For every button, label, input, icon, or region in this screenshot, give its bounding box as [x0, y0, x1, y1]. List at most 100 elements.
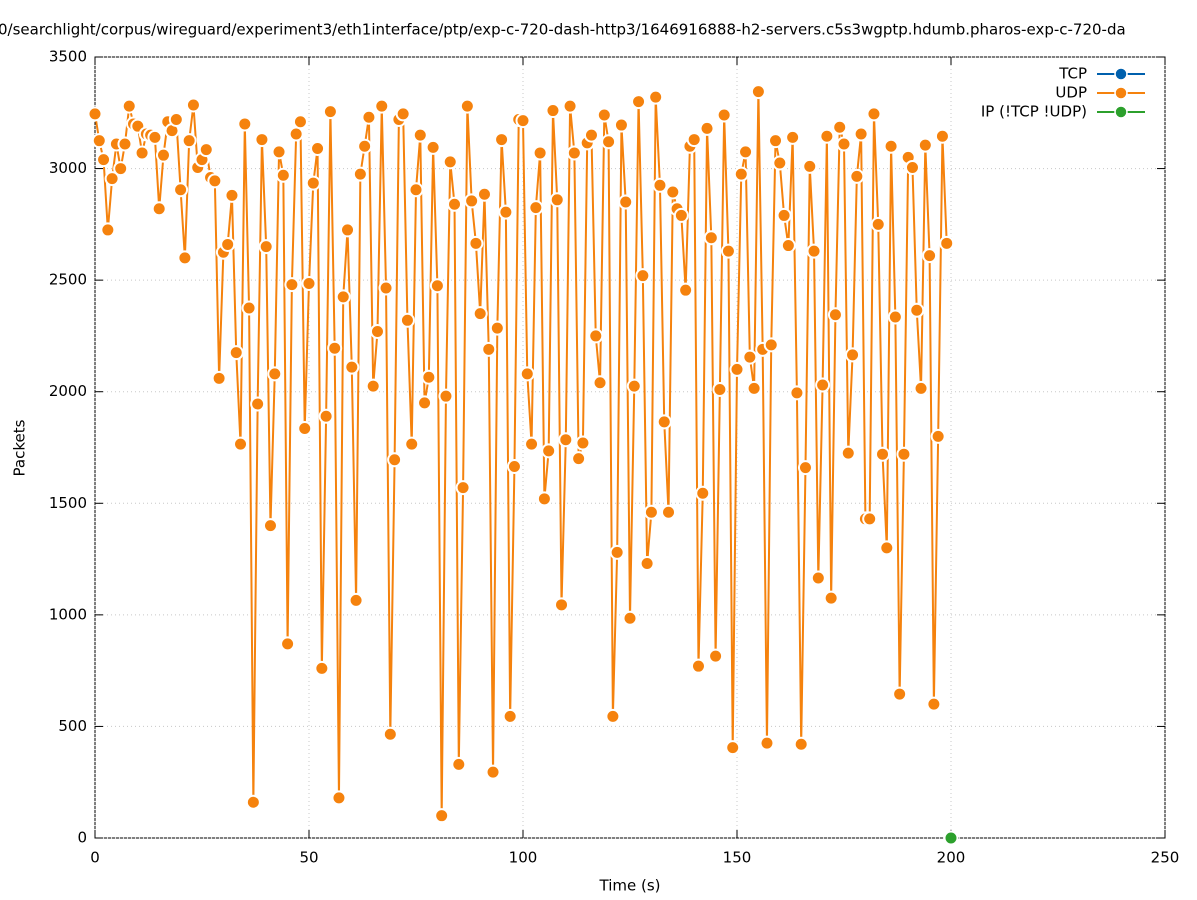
data-point [583, 127, 599, 143]
data-point [254, 132, 270, 148]
data-point [378, 280, 394, 296]
data-point [934, 128, 950, 144]
data-point [699, 120, 715, 136]
data-point [827, 307, 843, 323]
data-point [703, 230, 719, 246]
data-point [917, 137, 933, 153]
data-point [845, 347, 861, 363]
data-point [91, 133, 107, 149]
data-point [258, 239, 274, 255]
data-point [271, 144, 287, 160]
data-point [104, 171, 120, 187]
data-point [233, 436, 249, 452]
data-point [173, 182, 189, 198]
data-point [185, 97, 201, 113]
data-point [262, 518, 278, 534]
data-point [284, 277, 300, 293]
y-tick-label: 1000 [49, 605, 87, 623]
data-point [404, 436, 420, 452]
data-point [772, 155, 788, 171]
data-point [151, 201, 167, 217]
data-point [712, 381, 728, 397]
data-point [566, 145, 582, 161]
data-point [447, 196, 463, 212]
data-point [476, 186, 492, 202]
data-point [716, 107, 732, 123]
data-point [746, 380, 762, 396]
data-point [297, 421, 313, 437]
y-tick-label: 3500 [49, 48, 87, 66]
data-point [738, 144, 754, 160]
data-point [515, 113, 531, 129]
data-point [742, 349, 758, 365]
data-point [930, 428, 946, 444]
data-point [365, 378, 381, 394]
x-tick-label: 100 [509, 849, 538, 867]
x-tick-label: 50 [299, 849, 318, 867]
data-point [870, 216, 886, 232]
data-point [506, 458, 522, 474]
data-point [793, 736, 809, 752]
data-point [631, 94, 647, 110]
series-line [94, 91, 948, 816]
data-point [648, 89, 664, 105]
x-tick-label: 200 [937, 849, 966, 867]
data-point [472, 306, 488, 322]
x-axis-label: Time (s) [599, 877, 661, 895]
data-point [725, 740, 741, 756]
legend-marker [1114, 67, 1128, 81]
data-point [661, 504, 677, 520]
data-point [442, 154, 458, 170]
data-point [417, 395, 433, 411]
data-point [780, 238, 796, 254]
data-point [750, 84, 766, 100]
data-point [720, 243, 736, 259]
data-point [327, 340, 343, 356]
data-point [357, 138, 373, 154]
data-point [532, 145, 548, 161]
data-point [635, 268, 651, 284]
data-point [776, 207, 792, 223]
data-point [678, 282, 694, 298]
data-point [412, 127, 428, 143]
y-axis-label: Packets [11, 419, 29, 476]
data-point [609, 544, 625, 560]
data-point [348, 592, 364, 608]
data-point [421, 369, 437, 385]
data-point [605, 708, 621, 724]
data-point [562, 98, 578, 114]
x-tick-label: 0 [90, 849, 100, 867]
data-point [318, 408, 334, 424]
data-point [134, 145, 150, 161]
y-tick-label: 1500 [49, 494, 87, 512]
data-point [395, 106, 411, 122]
data-point [768, 133, 784, 149]
data-point [87, 106, 103, 122]
data-point [468, 235, 484, 251]
data-point [96, 152, 112, 168]
data-point [207, 173, 223, 189]
data-point [434, 808, 450, 824]
data-point [541, 443, 557, 459]
data-point [117, 136, 133, 152]
data-point [875, 446, 891, 462]
data-point [939, 235, 955, 251]
data-point [168, 111, 184, 127]
data-point [228, 345, 244, 361]
chart-title: 0/searchlight/corpus/wireguard/experimen… [0, 21, 1126, 39]
data-point [789, 385, 805, 401]
data-point [267, 366, 283, 382]
data-point [408, 182, 424, 198]
data-point [498, 204, 514, 220]
data-point [797, 460, 813, 476]
data-point [806, 243, 822, 259]
legend-marker [1114, 105, 1128, 119]
data-point [643, 504, 659, 520]
data-point [181, 133, 197, 149]
data-point [147, 129, 163, 145]
data-point [554, 597, 570, 613]
data-point [425, 139, 441, 155]
y-tick-label: 2500 [49, 271, 87, 289]
data-point [494, 132, 510, 148]
data-point [708, 648, 724, 664]
